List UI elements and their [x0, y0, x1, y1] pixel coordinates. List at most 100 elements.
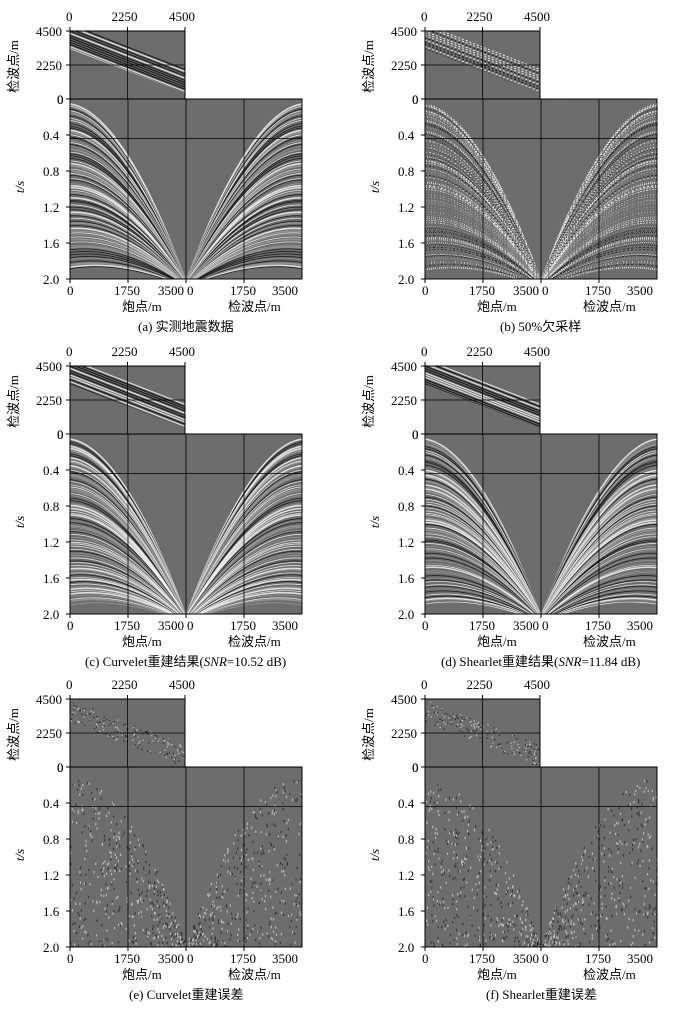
error-speckle: [216, 873, 218, 877]
error-speckle: [582, 859, 584, 862]
error-speckle: [458, 793, 460, 796]
error-speckle: [535, 756, 537, 759]
error-speckle: [147, 935, 149, 939]
error-speckle: [429, 800, 431, 804]
error-speckle: [214, 940, 216, 944]
error-speckle: [483, 857, 486, 861]
error-speckle: [502, 924, 504, 927]
left-reflection-event: [70, 597, 169, 614]
error-speckle: [433, 711, 436, 713]
error-speckle: [647, 789, 649, 793]
error-speckle: [492, 847, 494, 850]
error-speckle: [546, 942, 548, 945]
error-speckle: [158, 905, 161, 909]
error-speckle: [572, 894, 575, 897]
error-speckle: [161, 945, 163, 947]
time-tick-label: 0: [412, 92, 419, 107]
error-speckle: [270, 925, 272, 929]
error-speckle: [569, 907, 572, 910]
error-speckle: [514, 914, 516, 918]
error-speckle: [115, 731, 117, 733]
error-speckle: [105, 913, 107, 916]
error-speckle: [477, 928, 479, 932]
error-speckle: [535, 763, 538, 766]
seismic-events: [425, 779, 657, 947]
error-speckle: [452, 877, 454, 880]
error-speckle: [446, 842, 449, 845]
error-speckle: [121, 923, 123, 926]
error-speckle: [430, 790, 432, 793]
left-reflection-event: [70, 583, 176, 614]
error-speckle: [548, 937, 550, 941]
left-reflection-event: [70, 257, 172, 279]
receiver-axis-title-side: 检波点/m: [360, 375, 376, 428]
right-reflection-event: [541, 143, 657, 279]
error-speckle: [529, 929, 531, 932]
error-speckle: [298, 901, 301, 905]
error-speckle: [573, 922, 575, 925]
error-speckle: [536, 942, 539, 946]
error-speckle: [192, 939, 194, 942]
error-speckle: [510, 742, 513, 744]
error-speckle: [555, 936, 558, 939]
error-speckle: [453, 851, 455, 854]
error-speckle: [270, 936, 273, 940]
error-speckle: [111, 900, 113, 903]
error-speckle: [287, 827, 289, 831]
error-speckle: [618, 884, 620, 888]
error-speckle: [253, 811, 255, 814]
error-speckle: [137, 859, 139, 862]
error-speckle: [245, 918, 247, 921]
error-speckle: [88, 782, 90, 785]
error-speckle: [114, 869, 116, 873]
error-speckle: [272, 938, 274, 941]
error-speckle: [83, 812, 85, 816]
error-speckle: [621, 818, 623, 821]
error-speckle: [159, 921, 161, 924]
error-speckle: [648, 859, 650, 862]
error-speckle: [526, 938, 528, 942]
error-speckle: [266, 823, 268, 826]
right-reflection-event: [543, 199, 657, 279]
error-speckle: [480, 870, 482, 873]
error-speckle: [429, 804, 432, 808]
error-speckle: [615, 842, 618, 845]
error-speckle: [594, 924, 596, 927]
error-speckle: [195, 935, 197, 939]
time-tick-label: 1.6: [43, 571, 60, 586]
error-speckle: [643, 913, 645, 916]
error-speckle: [86, 781, 89, 785]
error-speckle: [584, 891, 587, 895]
error-speckle: [456, 856, 459, 859]
error-speckle: [122, 731, 124, 733]
error-speckle: [463, 934, 466, 938]
error-speckle: [125, 865, 127, 868]
error-speckle: [225, 945, 227, 947]
error-speckle: [154, 737, 156, 740]
error-speckle: [79, 709, 81, 711]
error-speckle: [240, 862, 243, 866]
error-speckle: [581, 901, 584, 904]
error-speckle: [239, 917, 241, 920]
error-speckle: [584, 918, 586, 921]
error-speckle: [174, 919, 176, 923]
error-speckle: [104, 907, 106, 910]
error-speckle: [155, 885, 157, 888]
error-speckle: [113, 803, 115, 806]
error-speckle: [595, 859, 597, 862]
error-speckle: [233, 842, 235, 845]
error-speckle: [200, 945, 202, 947]
error-speckle: [143, 868, 145, 871]
error-speckle: [439, 901, 441, 905]
error-speckle: [465, 846, 467, 849]
error-speckle: [501, 938, 503, 942]
error-speckle: [473, 723, 475, 726]
error-speckle: [168, 906, 170, 909]
error-speckle: [273, 809, 275, 812]
error-speckle: [163, 755, 165, 757]
error-speckle: [511, 894, 513, 897]
error-speckle: [295, 878, 297, 881]
error-speckle: [253, 909, 255, 913]
error-speckle: [529, 937, 532, 941]
error-speckle: [547, 935, 550, 938]
